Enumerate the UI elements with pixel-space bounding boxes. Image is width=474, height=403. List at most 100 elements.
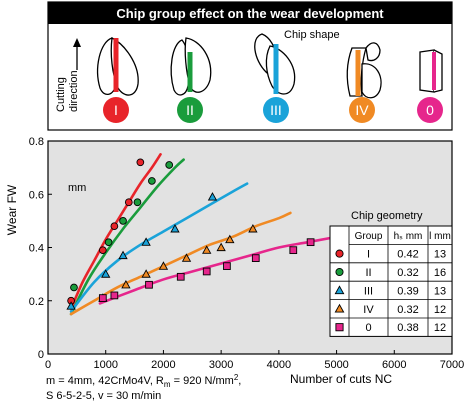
table-title: Chip geometry — [351, 210, 423, 222]
y-axis-label: Wear FW — [5, 184, 19, 235]
x-tick-label: 0 — [45, 359, 51, 371]
data-point-III — [118, 250, 128, 260]
table-cell-l: 12 — [434, 304, 446, 316]
x-tick-label: 7000 — [440, 359, 464, 371]
fit-curve-I — [69, 153, 162, 311]
chip-shape-label: Chip shape — [284, 29, 340, 41]
axes: 0 1000 2000 3000 4000 5000 6000 7000 0 0.2 0.4 0.6 0… — [29, 136, 465, 371]
chip-group-badge-label: IV — [355, 102, 369, 118]
data-point-0 — [110, 291, 119, 300]
conditions-line1-c: , — [238, 375, 241, 387]
table-cell-group: IV — [363, 304, 374, 316]
conditions-line1-b: = 920 N/mm — [171, 375, 234, 387]
data-point-IV — [225, 234, 235, 244]
data-point-II — [133, 198, 142, 207]
table-cell-hs: 0.32 — [397, 267, 418, 279]
table-cell-hs: 0.38 — [397, 322, 418, 334]
data-point-IV — [181, 253, 192, 262]
table-cell-l: 13 — [434, 285, 446, 297]
table-cell-group: I — [367, 249, 370, 261]
data-point-II — [70, 283, 78, 292]
data-point-IV — [216, 242, 226, 252]
y-axis-unit: mm — [68, 182, 86, 194]
conditions-line1: m = 4mm, 42CrMo4V, Rm = 920 N/mm2, — [46, 373, 241, 389]
x-tick-label: 1000 — [93, 359, 117, 371]
cutting-direction-label-line2: direction — [68, 70, 80, 112]
data-point-I — [124, 198, 133, 207]
data-point-II — [148, 177, 156, 185]
table-cell-hs: 0.32 — [397, 304, 418, 316]
y-tick-label: 0.6 — [29, 189, 44, 201]
table-cell-group: 0 — [365, 322, 371, 334]
data-markers — [66, 158, 367, 310]
data-point-0 — [306, 238, 315, 247]
data-point-IV — [121, 279, 131, 289]
chip-group-badge-0 — [417, 97, 443, 123]
table-cell-group: II — [365, 267, 371, 279]
conditions-line1-a: m = 4mm, 42CrMo4V, R — [46, 375, 164, 387]
table-legend-marker — [334, 303, 345, 313]
chip-shape-II — [170, 37, 212, 96]
table-cell-hs: 0.39 — [397, 285, 418, 297]
data-point-III — [141, 237, 151, 246]
table-legend-marker — [335, 249, 344, 258]
chip-group-badge-label: II — [186, 102, 194, 118]
data-point-0 — [145, 280, 153, 289]
test-conditions: m = 4mm, 42CrMo4V, Rm = 920 N/mm2, S 6-5… — [46, 373, 241, 402]
data-point-III — [207, 192, 218, 201]
data-point-II — [104, 238, 113, 247]
data-point-III — [66, 301, 76, 310]
chip-group-badges: I II III IV 0 — [103, 97, 443, 123]
y-tick-label: 0 — [38, 349, 44, 361]
table-cell-l: 13 — [434, 249, 446, 261]
fit-curve-II — [69, 158, 185, 316]
table-cell-group: III — [364, 285, 373, 297]
data-point-0 — [289, 246, 298, 255]
chip-shape-0 — [419, 49, 443, 93]
x-tick-label: 5000 — [324, 359, 348, 371]
y-tick-label: 0.2 — [29, 296, 44, 308]
table-header-cell: hₛ mm — [394, 231, 423, 242]
chip-shape-I — [97, 37, 139, 96]
chip-shape-III — [254, 33, 296, 95]
data-point-IV — [248, 224, 258, 233]
table-legend-marker — [335, 323, 344, 332]
data-point-0 — [251, 254, 260, 263]
x-tick-label: 4000 — [267, 359, 291, 371]
data-point-III — [170, 224, 180, 233]
chip-shape-panel: Chip group effect on the wear developmen… — [47, 1, 453, 131]
table-header-cell: Group — [355, 231, 383, 242]
data-point-III — [101, 269, 111, 278]
panel-title: Chip group effect on the wear developmen… — [116, 6, 384, 21]
data-point-0 — [223, 262, 231, 270]
x-axis-label: Number of cuts NC — [290, 372, 392, 386]
chip-group-badge-label: I — [114, 102, 118, 118]
table-cell-hs: 0.42 — [397, 249, 418, 261]
fit-curve-III — [69, 182, 249, 313]
conditions-line1-sub: m — [164, 380, 171, 389]
table-cell-l: 12 — [434, 322, 446, 334]
cutting-direction-indicator: Cutting direction — [55, 38, 81, 112]
data-point-I — [98, 246, 107, 255]
y-tick-label: 0.8 — [29, 136, 44, 148]
table-legend-marker — [335, 267, 344, 277]
x-tick-label: 2000 — [151, 359, 175, 371]
data-point-0 — [176, 272, 185, 281]
data-point-I — [110, 222, 119, 231]
data-point-II — [165, 161, 174, 169]
table-legend-marker — [334, 285, 345, 295]
chip-group-badge-III — [263, 97, 289, 123]
chip-group-badge-II — [177, 97, 203, 123]
data-point-IV — [202, 245, 212, 254]
cutting-direction-label-line1: Cutting — [55, 77, 67, 112]
chip-group-badge-I — [103, 97, 129, 123]
data-point-IV — [158, 261, 169, 270]
x-tick-label: 6000 — [382, 359, 406, 371]
chip-group-badge-IV — [349, 97, 375, 123]
data-point-IV — [141, 269, 151, 278]
conditions-line2: S 6-5-2-5, v = 30 m/min — [46, 390, 161, 402]
y-tick-label: 0.4 — [29, 243, 44, 255]
data-point-0 — [98, 294, 107, 302]
chip-shape-IV — [346, 42, 382, 99]
